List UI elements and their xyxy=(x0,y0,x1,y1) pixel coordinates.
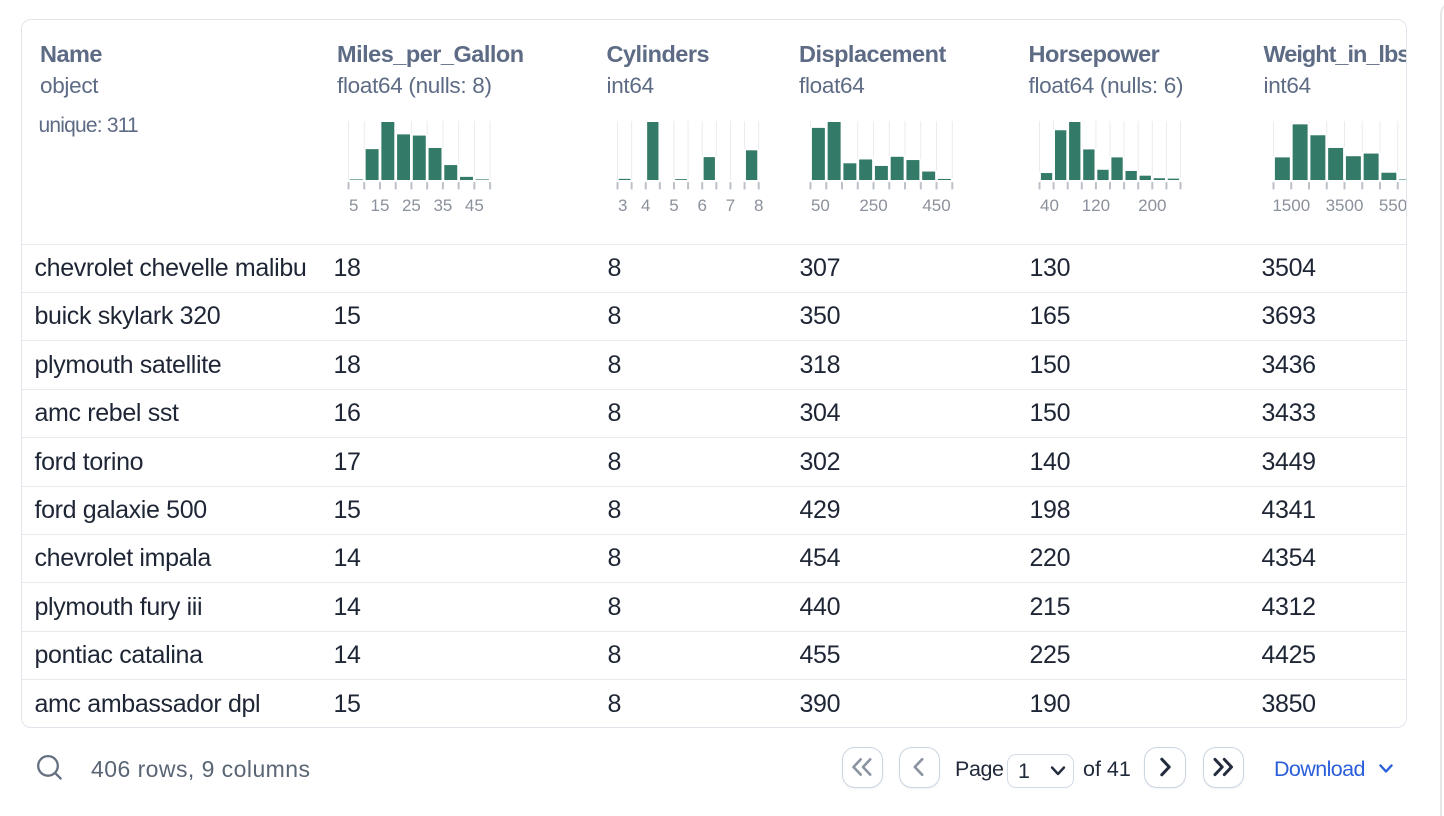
svg-text:4: 4 xyxy=(641,196,650,215)
svg-text:35: 35 xyxy=(433,196,452,215)
svg-text:200: 200 xyxy=(1138,196,1166,215)
svg-text:25: 25 xyxy=(402,196,421,215)
svg-text:8: 8 xyxy=(754,196,763,215)
svg-text:6: 6 xyxy=(697,196,706,215)
svg-text:40: 40 xyxy=(1040,196,1059,215)
svg-text:450: 450 xyxy=(922,196,950,215)
svg-text:50: 50 xyxy=(810,196,829,215)
svg-text:5: 5 xyxy=(349,196,358,215)
svg-text:120: 120 xyxy=(1082,196,1110,215)
svg-text:1500: 1500 xyxy=(1273,196,1311,215)
svg-text:15: 15 xyxy=(370,196,389,215)
svg-text:3500: 3500 xyxy=(1326,196,1364,215)
svg-text:5500: 5500 xyxy=(1379,196,1407,215)
svg-text:7: 7 xyxy=(726,196,735,215)
svg-text:250: 250 xyxy=(859,196,887,215)
svg-text:45: 45 xyxy=(465,196,484,215)
svg-text:3: 3 xyxy=(618,196,627,215)
svg-text:5: 5 xyxy=(669,196,678,215)
